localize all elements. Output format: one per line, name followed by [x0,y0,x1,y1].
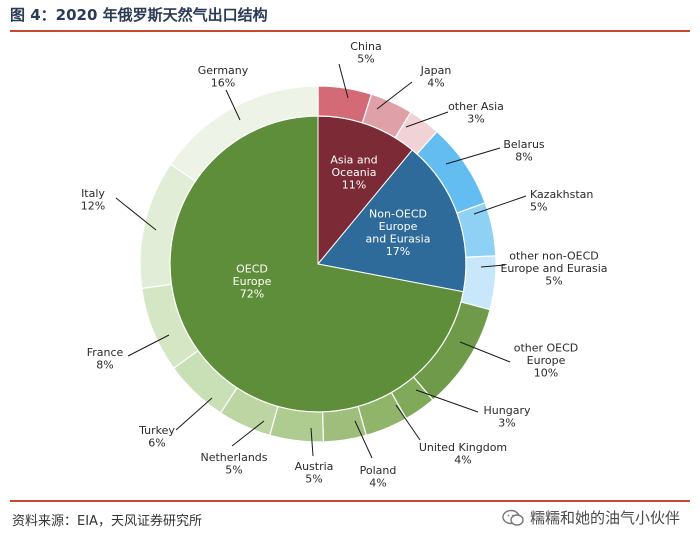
leader-line-other-asia [405,111,449,128]
leader-line-united-kingdom [395,404,421,441]
outer-label-kazakhstan: Kazakhstan 5% [530,188,593,214]
leader-line-poland [354,420,373,459]
leader-line-turkey [175,397,213,431]
outer-slice-austria [269,405,325,443]
inner-label-asia-and-oceania: Asia and Oceania 11% [330,154,377,192]
leader-line-germany [225,89,241,121]
outer-label-japan: Japan 4% [420,64,452,90]
leader-line-japan [376,81,413,110]
outer-label-belarus: Belarus 8% [503,138,545,164]
outer-label-china: China 5% [350,40,381,66]
watermark-text: 糯糯和她的油气小伙伴 [529,509,680,527]
wechat-icon [502,509,524,526]
pie-chart: Asia and Oceania 11% Non-OECD Europe and Eura… [81,40,608,490]
outer-label-italy: Italy 12% [81,187,106,213]
outer-label-turkey: Turkey 6% [138,424,175,450]
source-note: 资料来源：EIA，天风证券研究所 [12,514,202,529]
outer-label-poland: Poland 4% [360,464,397,490]
outer-slice-other-non-oecd-europe-and-eurasia [460,255,497,311]
leader-line-other-oecd-europe [459,341,511,363]
bottom-divider [10,500,690,502]
inner-label-non-oecd-europe-and-eurasia: Non-OECD Europe and Eurasia 17% [366,207,431,258]
leader-line-china [338,63,349,99]
leader-line-belarus [445,147,501,165]
outer-label-austria: Austria 5% [295,460,334,486]
outer-slice-germany [169,85,319,182]
leader-line-netherlands [231,420,265,447]
inner-label-oecd-europe: OECD Europe 72% [233,263,272,301]
outer-slice-poland [321,405,367,443]
leader-line-hungary [415,389,479,413]
top-divider [10,30,690,32]
leader-line-kazakhstan [473,195,527,215]
leader-line-italy [115,197,157,231]
outer-label-germany: Germany 16% [198,64,249,90]
outer-label-netherlands: Netherlands 5% [200,451,267,477]
outer-label-united-kingdom: United Kingdom 4% [419,441,507,467]
outer-label-hungary: Hungary 3% [484,404,531,430]
outer-label-other-non-oecd-europe-and-eurasia: other non-OECD Europe and Eurasia 5% [500,250,607,288]
leader-line-austria [310,427,314,457]
leader-line-france [127,334,170,357]
leader-line-other-non-oecd-europe-and-eurasia [480,264,506,268]
outer-label-other-oecd-europe: other OECD Europe 10% [514,342,579,380]
outer-label-france: France 8% [87,346,124,372]
figure-title: 图 4：2020 年俄罗斯天然气出口结构 [10,6,268,24]
watermark: 糯糯和她的油气小伙伴 [502,507,680,528]
outer-label-other-asia: other Asia 3% [448,100,504,126]
